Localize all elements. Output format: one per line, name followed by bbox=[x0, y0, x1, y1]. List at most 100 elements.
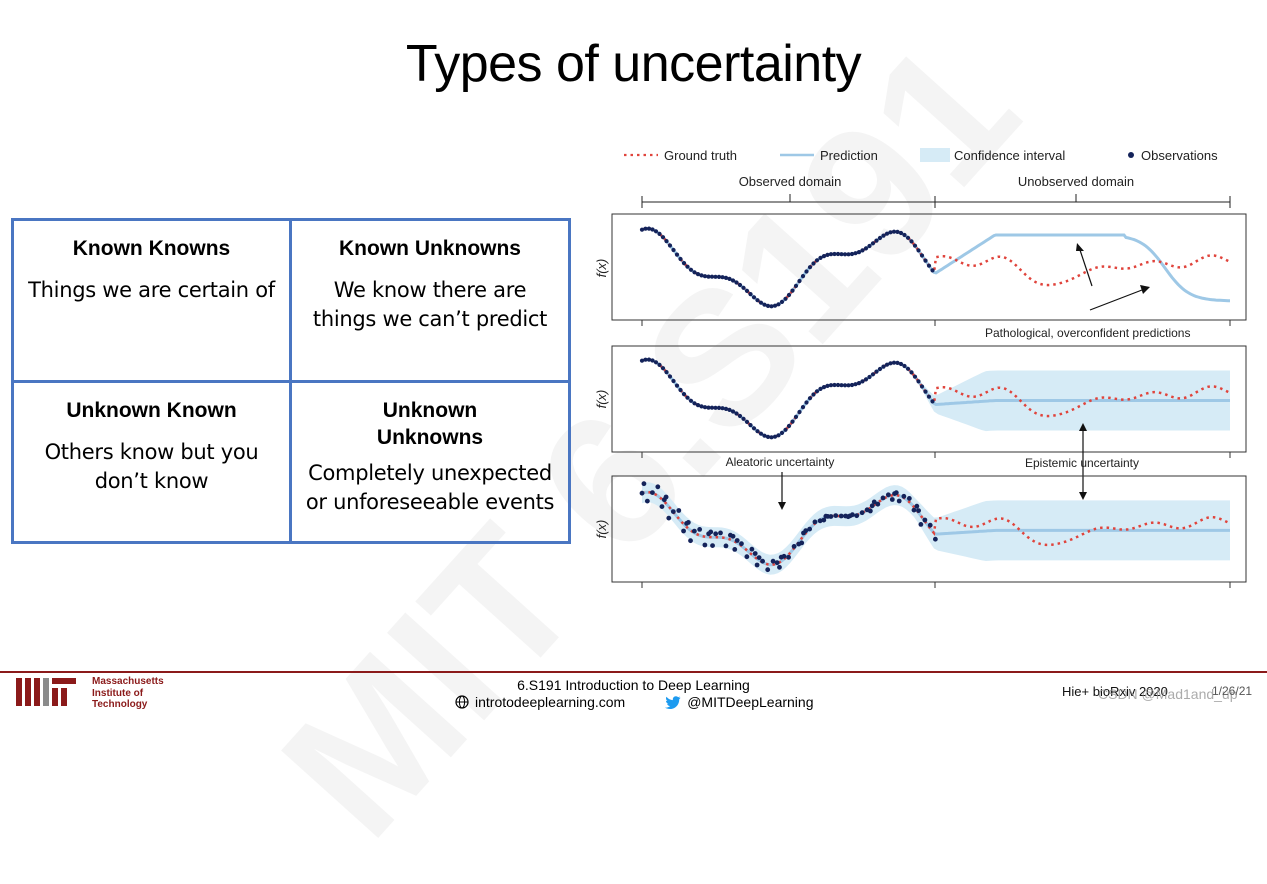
confidence-band bbox=[642, 359, 1230, 438]
observation-point bbox=[781, 553, 787, 559]
observation-point bbox=[664, 239, 669, 244]
observation-point bbox=[825, 252, 830, 257]
observation-point bbox=[790, 288, 795, 293]
observation-point bbox=[655, 484, 661, 490]
observation-point bbox=[926, 263, 932, 268]
observation-point bbox=[842, 383, 848, 388]
observation-point bbox=[681, 392, 687, 397]
observation-point bbox=[730, 409, 736, 414]
observation-point bbox=[919, 253, 925, 258]
observation-point bbox=[709, 274, 715, 279]
observation-point bbox=[790, 419, 795, 424]
observation-point bbox=[650, 490, 655, 495]
observation-point bbox=[803, 528, 809, 534]
domain-bracket: Observed domain Unobserved domain bbox=[641, 174, 1231, 208]
observation-point bbox=[898, 230, 904, 236]
observation-point bbox=[718, 530, 723, 536]
observation-point bbox=[671, 378, 676, 384]
observation-point bbox=[678, 256, 683, 262]
observation-point bbox=[835, 251, 841, 257]
observation-point bbox=[650, 227, 655, 232]
observation-point bbox=[752, 551, 758, 556]
observation-point bbox=[674, 252, 680, 257]
twitter-handle-link[interactable]: @MITDeepLearning bbox=[687, 694, 814, 710]
observation-point bbox=[814, 389, 820, 394]
observation-point bbox=[880, 495, 886, 501]
observation-point bbox=[804, 269, 809, 274]
observation-point bbox=[692, 270, 697, 275]
quadrant-text: Others know but you don’t know bbox=[44, 440, 259, 493]
observation-point bbox=[853, 251, 858, 256]
observation-point bbox=[657, 231, 662, 236]
quadrant-known-knowns: Known Knowns Things we are certain of bbox=[14, 221, 292, 383]
observation-point bbox=[708, 529, 714, 535]
ground-truth-line bbox=[641, 227, 1231, 308]
observation-point bbox=[727, 407, 732, 412]
observation-point bbox=[930, 268, 935, 273]
observation-point bbox=[856, 250, 862, 255]
observation-point bbox=[695, 272, 701, 277]
observation-point bbox=[854, 513, 860, 519]
observation-point bbox=[922, 517, 928, 523]
observation-point bbox=[706, 274, 711, 279]
observation-point bbox=[811, 261, 816, 266]
observation-point bbox=[930, 399, 935, 404]
observation-point bbox=[807, 265, 813, 270]
observation-point bbox=[776, 433, 781, 438]
observation-point bbox=[797, 409, 802, 415]
citation: Hie+ bioRxiv 2020 bbox=[1062, 684, 1168, 699]
observation-point bbox=[697, 527, 703, 532]
observation-point bbox=[828, 252, 834, 257]
observation-point bbox=[839, 252, 844, 257]
observation-point bbox=[783, 296, 788, 301]
observation-point bbox=[685, 520, 691, 525]
observation-point bbox=[875, 501, 881, 507]
observation-point bbox=[896, 498, 902, 504]
observation-point bbox=[807, 396, 813, 401]
observation-point bbox=[927, 522, 933, 528]
observation-point bbox=[797, 278, 802, 284]
observation-point bbox=[699, 404, 704, 409]
panel-3: f(x) bbox=[594, 472, 1247, 588]
footer-links: introtodeeplearning.com @MITDeepLearning bbox=[455, 694, 814, 710]
legend-confidence-swatch bbox=[920, 148, 950, 162]
observation-point bbox=[755, 298, 760, 303]
observation-point bbox=[674, 383, 680, 388]
observation-point bbox=[653, 229, 659, 234]
observed-domain-label: Observed domain bbox=[739, 174, 842, 189]
quadrant-text: Completely unexpected or unforeseeable ev… bbox=[305, 461, 555, 514]
ylabel: f(x) bbox=[594, 520, 609, 539]
observation-point bbox=[877, 366, 883, 372]
pathological-annotation: Pathological, overconfident predictions bbox=[985, 326, 1190, 340]
observation-point bbox=[779, 430, 785, 435]
quadrant-unknown-known: Unknown Known Others know but you don’t k… bbox=[14, 383, 292, 541]
observation-point bbox=[769, 435, 774, 440]
footer-divider bbox=[0, 671, 1267, 673]
observation-point bbox=[678, 387, 683, 393]
observation-point bbox=[727, 276, 732, 281]
observation-point bbox=[817, 518, 823, 524]
observation-point bbox=[641, 481, 647, 487]
observation-point bbox=[730, 278, 736, 283]
observation-point bbox=[765, 303, 771, 308]
observation-point bbox=[644, 498, 650, 504]
observation-point bbox=[681, 528, 686, 534]
observation-point bbox=[793, 283, 799, 288]
observation-point bbox=[905, 366, 911, 371]
observation-point bbox=[723, 406, 729, 411]
observation-point bbox=[720, 406, 725, 411]
observation-point bbox=[660, 366, 666, 371]
observation-point bbox=[818, 386, 823, 391]
observation-point bbox=[716, 405, 722, 410]
uncertainty-figure: Ground truth Prediction Confidence inter… bbox=[594, 148, 1247, 588]
website-link[interactable]: introtodeeplearning.com bbox=[475, 694, 626, 710]
observation-point bbox=[905, 235, 911, 240]
observation-point bbox=[748, 292, 753, 297]
observation-point bbox=[664, 370, 669, 375]
observation-point bbox=[833, 513, 839, 518]
observation-point bbox=[812, 519, 818, 525]
observation-point bbox=[916, 379, 921, 384]
observation-point bbox=[702, 542, 708, 548]
observation-point bbox=[856, 381, 862, 386]
course-title: 6.S191 Introduction to Deep Learning bbox=[517, 677, 750, 693]
